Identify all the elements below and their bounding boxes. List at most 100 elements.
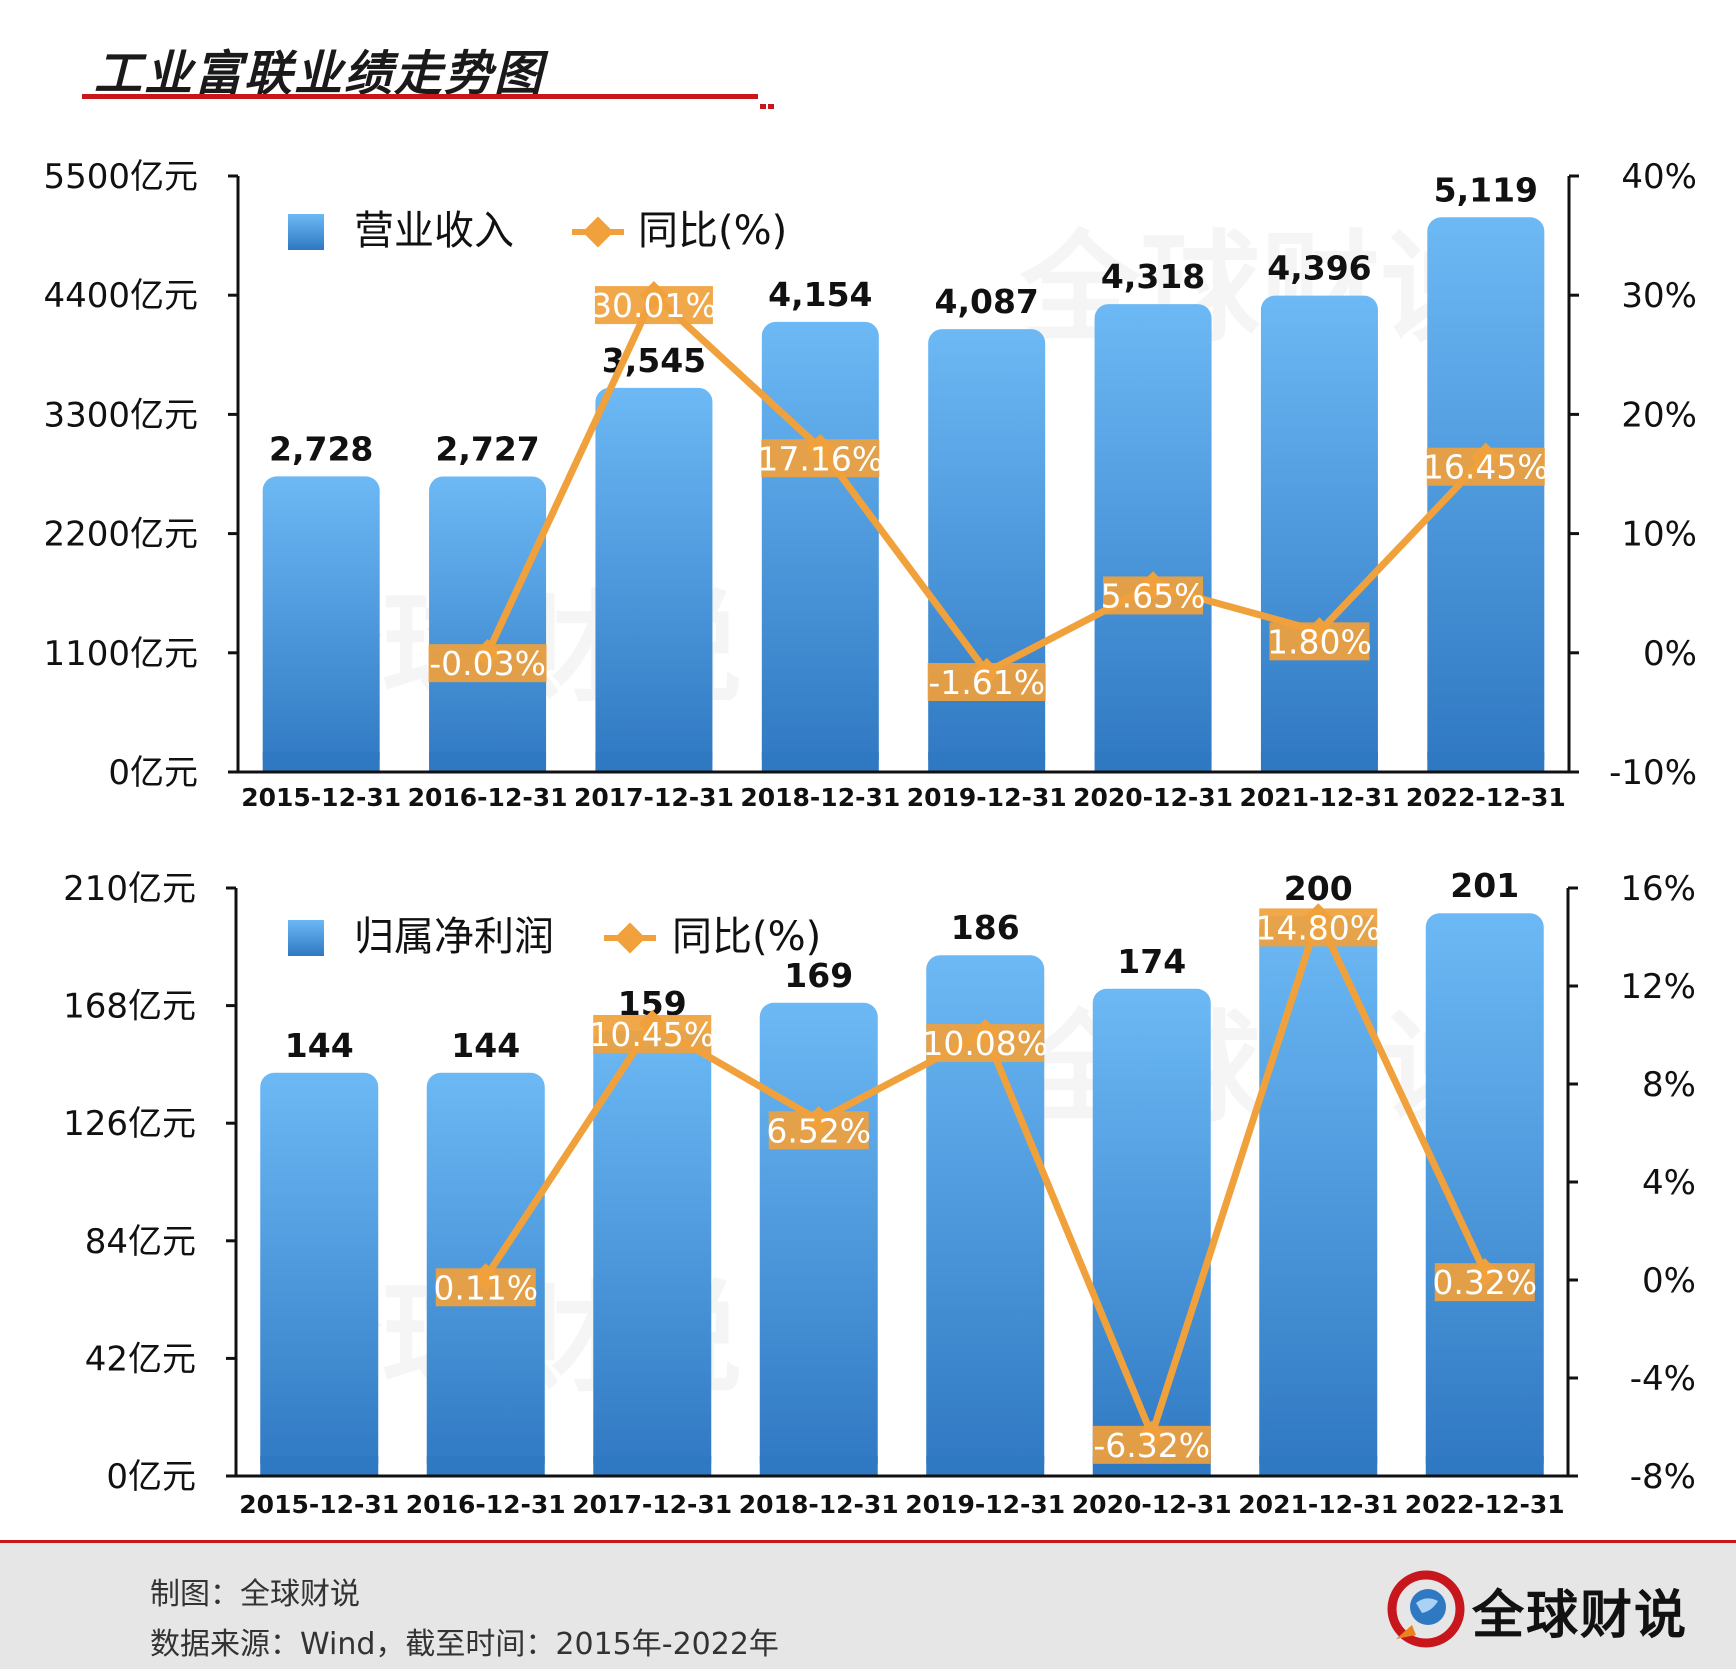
page-title: 工业富联业绩走势图 [94, 46, 545, 102]
bar [595, 387, 713, 772]
bar [759, 1002, 878, 1476]
bar [429, 476, 547, 772]
bar-value-label: 2,728 [269, 429, 373, 468]
yoy-label: -6.32% [1092, 1425, 1211, 1465]
y-right-tick-label: 4% [1642, 1163, 1696, 1203]
yoy-label: 14.80% [1255, 908, 1381, 947]
y-left-tick-label: 4400亿元 [43, 276, 198, 316]
bar-base [928, 752, 1046, 772]
bar-value-label: 201 [1450, 866, 1519, 905]
net-profit-chart: 全球财说全球财说0亿元42亿元84亿元126亿元168亿元210亿元-8%-4%… [63, 866, 1696, 1519]
yoy-label: 1.80% [1267, 622, 1372, 661]
y-right-tick-label: 0% [1642, 1261, 1696, 1301]
yoy-label-bg [428, 644, 547, 683]
yoy-label: -1.61% [927, 662, 1046, 702]
legend-line-label: 同比(%) [638, 208, 787, 254]
bar-value-label: 4,154 [768, 275, 872, 314]
bar-base [593, 1456, 712, 1476]
yoy-label: 16.45% [1423, 447, 1549, 487]
yoy-label: 30.01% [591, 286, 717, 325]
x-tick-label: 2019-12-31 [907, 783, 1067, 812]
bar-value-label: 4,318 [1101, 257, 1205, 296]
y-left-tick-label: 5500亿元 [43, 157, 198, 197]
y-left-tick-label: 168亿元 [63, 987, 196, 1027]
yoy-label: 0.11% [433, 1268, 538, 1307]
y-left-tick-label: 3300亿元 [43, 395, 198, 435]
x-tick-label: 2016-12-31 [408, 783, 568, 812]
x-tick-label: 2016-12-31 [406, 1490, 566, 1519]
x-tick-label: 2015-12-31 [241, 783, 401, 812]
bar-value-label: 174 [1117, 942, 1186, 981]
yoy-label: 5.65% [1101, 576, 1206, 615]
y-left-tick-label: 126亿元 [63, 1104, 196, 1144]
bar-value-label: 4,396 [1267, 249, 1371, 288]
legend-bar-label: 营业收入 [354, 208, 514, 254]
bar [1425, 913, 1544, 1476]
yoy-label-bg [1092, 1425, 1211, 1464]
legend-bar-swatch [288, 920, 324, 956]
bar [1259, 916, 1378, 1476]
y-right-tick-label: 0% [1643, 634, 1697, 674]
x-tick-label: 2021-12-31 [1239, 783, 1399, 812]
bar-base [761, 752, 879, 772]
x-tick-label: 2022-12-31 [1406, 783, 1566, 812]
y-right-tick-label: 10% [1621, 515, 1697, 555]
footer-maker: 制图：全球财说 [150, 1577, 360, 1612]
footer-brand: 全球财说 [1472, 1586, 1689, 1646]
bar-value-label: 144 [451, 1026, 520, 1065]
bar-value-label: 144 [285, 1026, 354, 1065]
yoy-label: 6.52% [766, 1111, 871, 1150]
y-right-tick-label: 20% [1621, 395, 1697, 435]
bar-base [1260, 752, 1378, 772]
y-left-tick-label: 0亿元 [108, 753, 198, 793]
bar-value-label: 186 [951, 908, 1020, 947]
footer: 制图：全球财说 数据来源：Wind，截至时间：2015年-2022年 全球财说 [0, 1543, 1736, 1669]
bar-base [1427, 752, 1545, 772]
yoy-label-bg [1259, 908, 1378, 947]
yoy-label-bg [593, 1014, 712, 1053]
y-left-tick-label: 2200亿元 [43, 515, 198, 555]
yoy-label: 10.45% [589, 1014, 715, 1054]
yoy-label: -0.03% [428, 644, 547, 683]
bar-base [1259, 1456, 1378, 1476]
bar-base [262, 752, 380, 772]
bar [260, 1072, 379, 1476]
yoy-label-text: 5.65% [1101, 576, 1206, 615]
axis-frame [236, 176, 1571, 774]
y-right-tick-label: 16% [1620, 869, 1696, 909]
x-tick-label: 2022-12-31 [1405, 1490, 1565, 1519]
brand-logo-icon [1387, 1570, 1465, 1648]
yoy-label-text: -0.03% [429, 644, 546, 683]
x-tick-label: 2015-12-31 [239, 1490, 399, 1519]
yoy-label-bg [1103, 576, 1204, 615]
bar-value-label: 2,727 [435, 429, 539, 468]
bar [1094, 304, 1212, 772]
yoy-label-text: 6.52% [766, 1111, 871, 1150]
bar [1427, 217, 1545, 772]
bar [761, 321, 879, 772]
title-underline-dots [760, 94, 780, 109]
yoy-label-text: 0.11% [433, 1268, 538, 1307]
legend-bar-label: 归属净利润 [354, 914, 554, 960]
yoy-label-text: -1.61% [928, 663, 1045, 702]
y-left-tick-label: 210亿元 [63, 869, 196, 909]
yoy-label-bg [435, 1268, 536, 1307]
x-tick-label: 2018-12-31 [739, 1490, 899, 1519]
y-left-tick-label: 84亿元 [85, 1222, 196, 1262]
yoy-label-bg [1434, 1263, 1535, 1302]
bar-base [926, 1456, 1045, 1476]
yoy-label-text: 0.32% [1432, 1263, 1537, 1302]
legend-bar-swatch [288, 214, 324, 250]
yoy-label: 0.32% [1432, 1263, 1537, 1302]
yoy-label: 17.16% [757, 439, 883, 478]
bar [262, 476, 380, 772]
yoy-label-bg [927, 662, 1046, 701]
yoy-label-bg [594, 286, 713, 325]
title-underline [82, 94, 758, 99]
yoy-label-text: 17.16% [757, 439, 883, 478]
yoy-label-bg [1269, 622, 1370, 661]
bar-base [426, 1456, 545, 1476]
y-right-tick-label: -8% [1630, 1457, 1696, 1497]
bar-base [759, 1456, 878, 1476]
bar-base [1425, 1456, 1544, 1476]
